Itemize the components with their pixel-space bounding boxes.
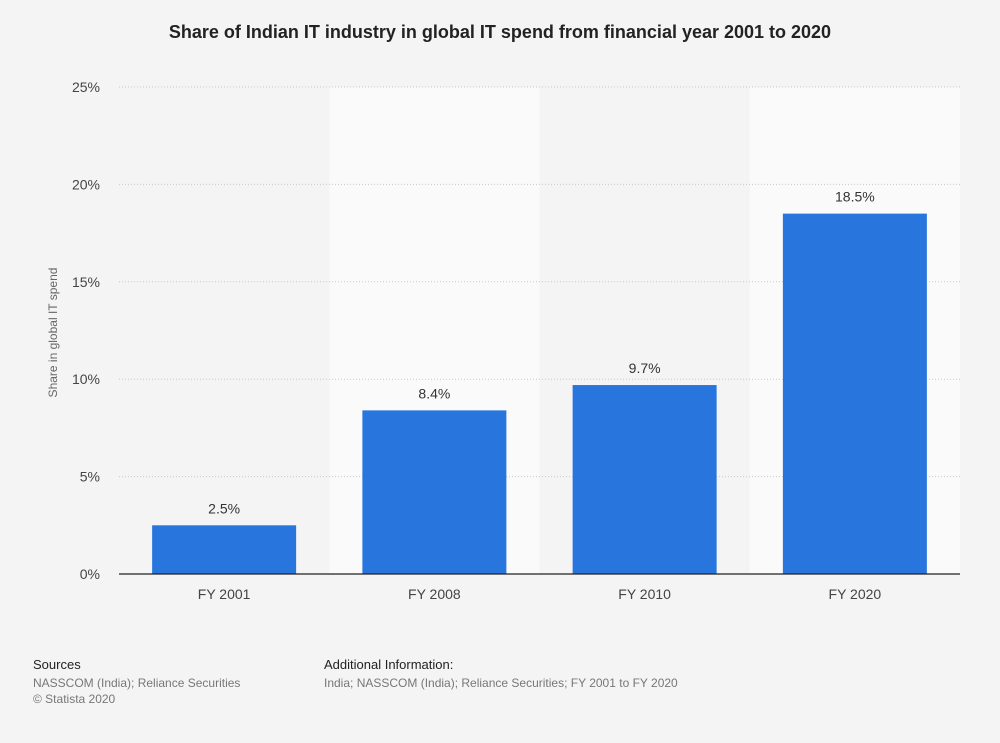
x-tick-label: FY 2020 <box>829 586 882 602</box>
data-label: 2.5% <box>208 500 240 516</box>
data-label: 8.4% <box>418 385 450 401</box>
y-tick-label: 10% <box>72 371 100 387</box>
sources-heading: Sources <box>33 657 81 672</box>
bar <box>362 410 507 574</box>
x-tick-label: FY 2010 <box>618 586 671 602</box>
data-label: 9.7% <box>629 360 661 376</box>
additional-info-block: Additional Information: India; NASSCOM (… <box>324 657 678 691</box>
copyright-text: © Statista 2020 <box>33 692 116 706</box>
x-tick-label: FY 2001 <box>198 586 251 602</box>
plot-band <box>119 87 330 574</box>
y-axis-label: Share in global IT spend <box>46 268 60 398</box>
y-tick-label: 0% <box>80 566 100 582</box>
y-tick-label: 25% <box>72 79 100 95</box>
chart-title: Share of Indian IT industry in global IT… <box>168 22 832 42</box>
additional-info-heading: Additional Information: <box>324 657 454 672</box>
sources-block: Sources NASSCOM (India); Reliance Securi… <box>33 657 240 707</box>
bar <box>152 525 297 574</box>
bar <box>782 213 927 574</box>
data-label: 18.5% <box>835 189 875 205</box>
y-tick-label: 20% <box>72 176 100 192</box>
y-tick-label: 15% <box>72 274 100 290</box>
additional-info-text: India; NASSCOM (India); Reliance Securit… <box>324 676 678 690</box>
sources-text: NASSCOM (India); Reliance Securities <box>33 676 241 690</box>
bar-chart: 0% 5% 10% 15% 20% 25% Share in global IT spend… <box>46 79 960 602</box>
bar <box>572 385 717 574</box>
x-tick-label: FY 2008 <box>408 586 461 602</box>
y-tick-label: 5% <box>80 469 100 485</box>
